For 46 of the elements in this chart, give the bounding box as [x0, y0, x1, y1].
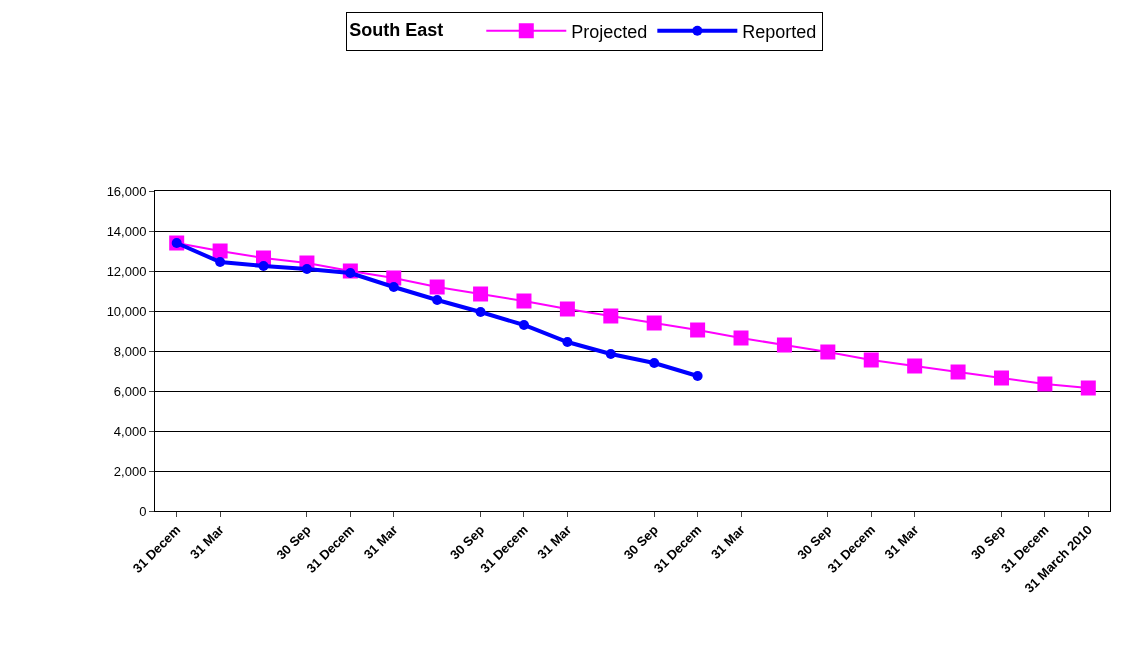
point [388, 282, 399, 292]
point [1080, 380, 1096, 396]
y-tick-label: 14,000 [106, 223, 147, 239]
point [432, 295, 443, 305]
point [475, 307, 486, 317]
y-tick-label: 4,000 [113, 423, 147, 439]
x-tick-label: 31 Mar [360, 522, 401, 562]
point [562, 337, 573, 347]
point [692, 371, 703, 381]
legend-label: Projected [571, 21, 648, 42]
point [646, 315, 662, 331]
y-tick-label: 10,000 [106, 303, 147, 319]
point [215, 257, 226, 267]
point [258, 261, 269, 271]
point [907, 358, 923, 374]
x-tick-label: 31 Mar [881, 522, 922, 562]
y-tick-label: 6,000 [113, 383, 147, 399]
point [429, 279, 445, 295]
point [516, 293, 532, 309]
point [212, 243, 228, 259]
point [690, 322, 706, 338]
point [733, 330, 749, 346]
point [1037, 376, 1053, 392]
y-tick-label: 0 [139, 503, 147, 519]
legend-title: South East [349, 19, 444, 40]
point [863, 352, 879, 368]
point [649, 358, 660, 368]
y-tick-label: 12,000 [106, 263, 147, 279]
point [518, 320, 529, 330]
point [993, 370, 1009, 386]
point [605, 349, 616, 359]
point [473, 286, 489, 302]
x-tick-label: 31 Mar [708, 522, 748, 562]
x-tick-label: 31 Mar [187, 522, 227, 562]
point [559, 301, 575, 317]
y-tick-label: 2,000 [113, 463, 147, 479]
y-tick-label: 8,000 [113, 343, 147, 359]
point [950, 364, 966, 380]
point [820, 344, 836, 360]
point [603, 308, 619, 324]
legend-label: Reported [742, 21, 817, 42]
x-tick-label: 30 Sep [620, 522, 661, 563]
x-tick-label: 31 Mar [534, 522, 575, 562]
y-tick-label: 16,000 [106, 183, 147, 199]
point [776, 337, 792, 353]
point [301, 264, 312, 274]
